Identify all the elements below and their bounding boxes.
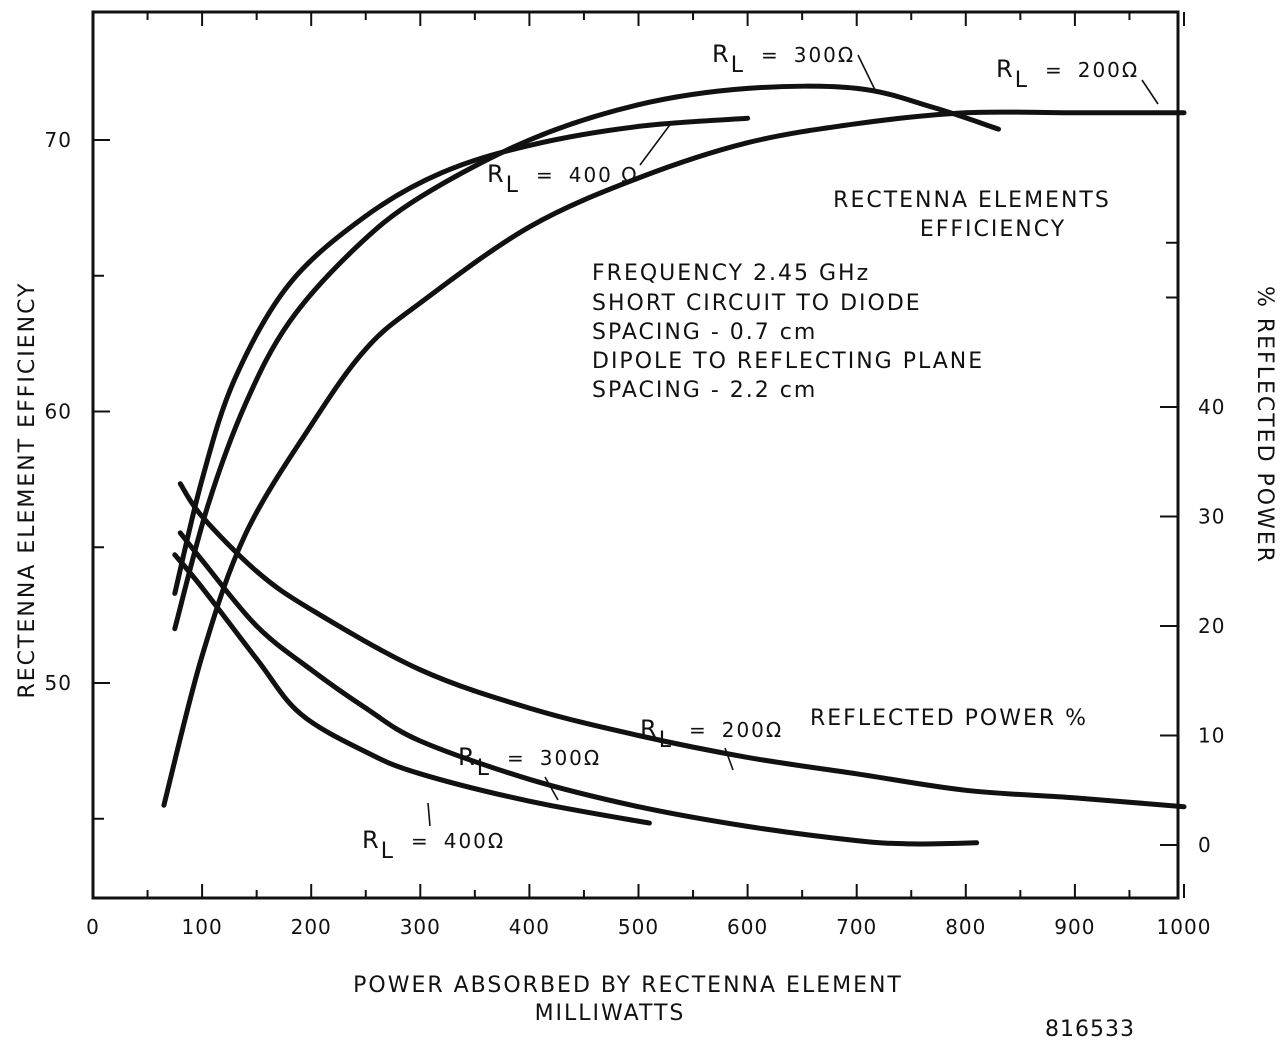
y-right-tick-label: 40 — [1198, 395, 1225, 419]
axis-ticks: 0 100 200 300 400 500 600 700 800 900 100050607001… — [45, 12, 1225, 939]
data-curves — [161, 83, 1187, 847]
label-top-200: RL = 200Ω — [996, 55, 1139, 93]
reflected-curve-400 — [172, 552, 652, 826]
chart-title-line-2: EFFICIENCY — [920, 217, 1066, 242]
efficiency-curve-200 — [161, 109, 1187, 808]
x-tick-label: 400 — [509, 915, 550, 939]
condition-spacing-1: SPACING - 0.7 cm — [592, 320, 817, 345]
x-tick-label: 1000 — [1157, 915, 1212, 939]
chart-title-line-1: RECTENNA ELEMENTS — [833, 188, 1111, 213]
condition-spacing-2: SPACING - 2.2 cm — [592, 378, 817, 403]
y-right-tick-label: 0 — [1198, 833, 1212, 857]
svg-text:RL=400 Ω: RL = 400 Ω — [487, 160, 639, 198]
x-tick-label: 500 — [618, 915, 659, 939]
efficiency-curve-300 — [172, 83, 1001, 632]
x-tick-label: 200 — [291, 915, 332, 939]
svg-text:RL=400Ω: RL = 400Ω — [362, 826, 505, 864]
x-tick-label: 100 — [182, 915, 223, 939]
leader-top-400 — [639, 121, 673, 166]
reflected-curve-200 — [177, 481, 1187, 810]
condition-frequency: FREQUENCY 2.45 GHz — [592, 261, 870, 286]
reflected-power-label: REFLECTED POWER % — [810, 706, 1088, 731]
condition-short-circuit: SHORT CIRCUIT TO DIODE — [592, 291, 922, 316]
y-left-tick-label: 70 — [45, 128, 72, 152]
y-left-tick-label: 50 — [45, 671, 72, 695]
svg-text:RL=200Ω: RL = 200Ω — [996, 55, 1139, 93]
leader-bottom-300 — [544, 776, 559, 801]
label-bottom-300: RL = 300Ω — [458, 743, 601, 781]
leader-top-200 — [1141, 79, 1159, 105]
label-top-400: RL = 400 Ω — [487, 160, 639, 198]
x-tick-label: 900 — [1054, 915, 1095, 939]
y-axis-right-label: % REFLECTED POWER — [1252, 286, 1277, 564]
x-axis-units: MILLIWATTS — [535, 1001, 686, 1026]
label-bottom-200: RL = 200Ω — [640, 715, 783, 753]
x-tick-label: 700 — [836, 915, 877, 939]
leader-top-300 — [857, 54, 877, 93]
condition-dipole: DIPOLE TO REFLECTING PLANE — [592, 349, 984, 374]
y-axis-left-label: RECTENNA ELEMENT EFFICIENCY — [15, 282, 40, 699]
figure-number: 816533 — [1045, 1017, 1135, 1040]
x-axis-label: POWER ABSORBED BY RECTENNA ELEMENT — [353, 973, 903, 998]
x-tick-label: 300 — [400, 915, 441, 939]
svg-text:RL=200Ω: RL = 200Ω — [640, 715, 783, 753]
y-left-tick-label: 60 — [45, 400, 72, 424]
y-right-tick-label: 10 — [1198, 724, 1225, 748]
leader-bottom-200 — [724, 747, 734, 771]
reflected-curve-300 — [177, 530, 980, 847]
leader-bottom-400 — [427, 802, 431, 827]
label-leaders — [427, 54, 1159, 827]
y-right-tick-label: 30 — [1198, 505, 1225, 529]
plot-frame — [91, 10, 1180, 900]
label-top-300: RL = 300Ω — [712, 40, 855, 78]
x-tick-label: 600 — [727, 915, 768, 939]
efficiency-curve-400 — [172, 115, 751, 596]
label-bottom-400: RL = 400Ω — [362, 826, 505, 864]
x-tick-label: 800 — [945, 915, 986, 939]
svg-text:RL=300Ω: RL = 300Ω — [458, 743, 601, 781]
x-tick-label: 0 — [86, 915, 100, 939]
y-right-tick-label: 20 — [1198, 614, 1225, 638]
svg-text:RL=300Ω: RL = 300Ω — [712, 40, 855, 78]
